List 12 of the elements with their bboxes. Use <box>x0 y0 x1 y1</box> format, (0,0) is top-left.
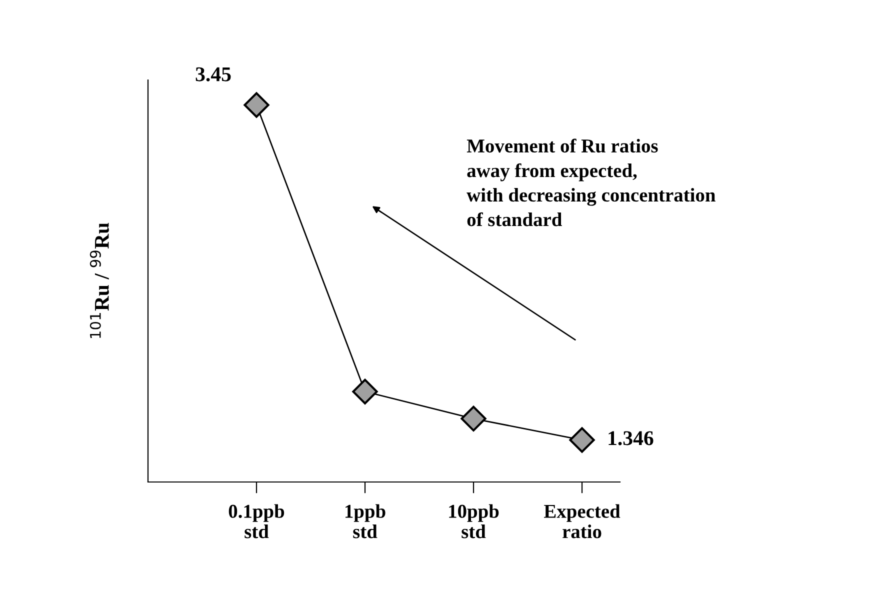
x-tick-label: 0.1ppb std <box>228 504 284 538</box>
point <box>352 378 378 404</box>
data-label: 1.346 <box>608 431 654 446</box>
y-axis-title: $^{101}$Ru / $^{99}$Ru <box>90 222 109 338</box>
x-tick-label: 10ppb std <box>449 504 499 538</box>
point <box>244 92 270 118</box>
point <box>460 406 486 432</box>
point <box>569 427 595 453</box>
data-label: 3.45 <box>196 67 231 82</box>
x-tick-label: Expected ratio <box>544 504 620 538</box>
annotation: Movement of Ru ratios away from expected, with decreasing concentration of standard <box>466 138 716 226</box>
x-tick-label: 1ppb std <box>345 504 386 538</box>
